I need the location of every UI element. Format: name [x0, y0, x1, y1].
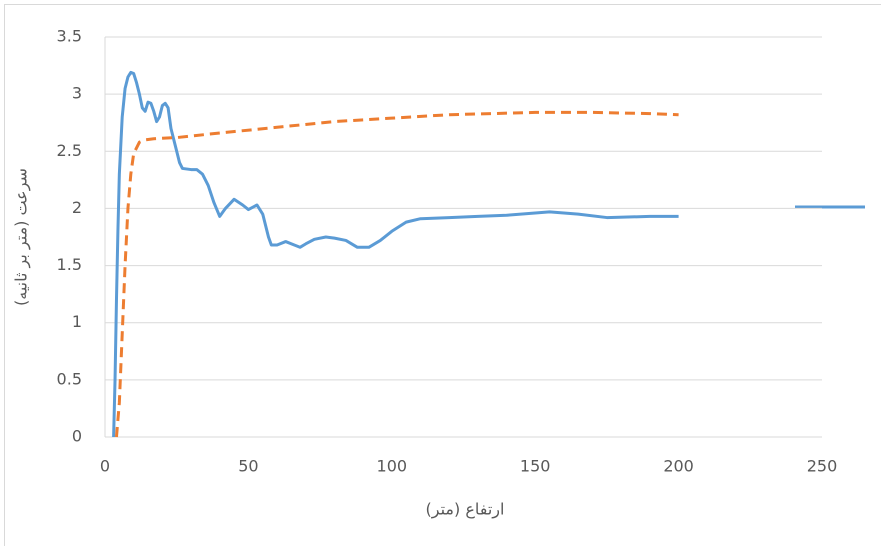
- y-tick-label: 0.5: [57, 369, 82, 388]
- y-tick-label: 3.5: [57, 27, 82, 46]
- x-tick-label: 0: [100, 457, 110, 476]
- x-tick-label: 100: [377, 457, 408, 476]
- y-tick-label: 1: [72, 312, 82, 331]
- series-line: [112, 70, 679, 438]
- x-tick-label: 50: [238, 457, 258, 476]
- y-axis-label: سرعت (متر بر ثانیه): [12, 168, 32, 306]
- y-tick-label: 1.5: [57, 255, 82, 274]
- y-tick-label: 0: [72, 427, 82, 446]
- chart-frame: [4, 4, 881, 546]
- y-tick-label: 2.5: [57, 141, 82, 160]
- y-tick-label: 3: [72, 84, 82, 103]
- series-line: [114, 110, 679, 438]
- x-tick-label: 250: [807, 457, 838, 476]
- y-tick-label: 2: [72, 198, 82, 217]
- x-tick-label: 150: [520, 457, 551, 476]
- x-axis-label: ارتفاع (متر): [426, 500, 505, 520]
- x-tick-label: 200: [663, 457, 694, 476]
